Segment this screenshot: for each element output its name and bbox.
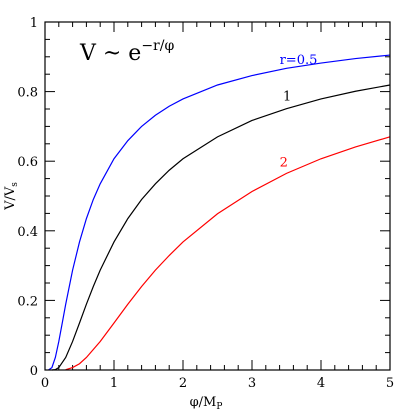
- y-axis-title: V/Vs: [3, 182, 20, 211]
- x-tick-label: 4: [317, 376, 325, 391]
- x-tick-label: 5: [386, 376, 394, 391]
- series-label-2: 2: [280, 155, 288, 170]
- formula-annotation: V ~ e−r/φ: [79, 38, 174, 66]
- x-tick-label: 0: [41, 376, 49, 391]
- series-label-1: 1: [283, 89, 291, 104]
- series-line-r=0.5: [48, 54, 391, 371]
- y-tick-label: 0.2: [17, 294, 38, 309]
- x-tick-label: 3: [248, 376, 256, 391]
- y-tick-label: 0.6: [17, 155, 38, 170]
- formula-base: V ~ e: [79, 41, 141, 66]
- curves: [48, 54, 391, 371]
- x-axis-title: φ/MP: [190, 395, 223, 412]
- x-tick-label: 2: [179, 376, 187, 391]
- tick-labels: 0 1 2 3 4 5 0 0.2 0.4 0.6 0.8 1: [17, 16, 394, 391]
- series-line-1: [51, 84, 391, 371]
- series-line-2: [65, 136, 391, 371]
- x-tick-label: 1: [110, 376, 118, 391]
- formula-exponent: −r/φ: [141, 38, 174, 54]
- y-tick-label: 1: [30, 16, 38, 31]
- plot-frame: [44, 21, 391, 371]
- series-label-r=0.5: r=0.5: [280, 53, 318, 68]
- y-tick-label: 0: [30, 364, 38, 379]
- y-tick-label: 0.8: [17, 86, 38, 101]
- y-tick-label: 0.4: [17, 225, 38, 240]
- axis-ticks: [44, 21, 391, 371]
- curve-labels: r=0.5 1 2: [280, 53, 318, 171]
